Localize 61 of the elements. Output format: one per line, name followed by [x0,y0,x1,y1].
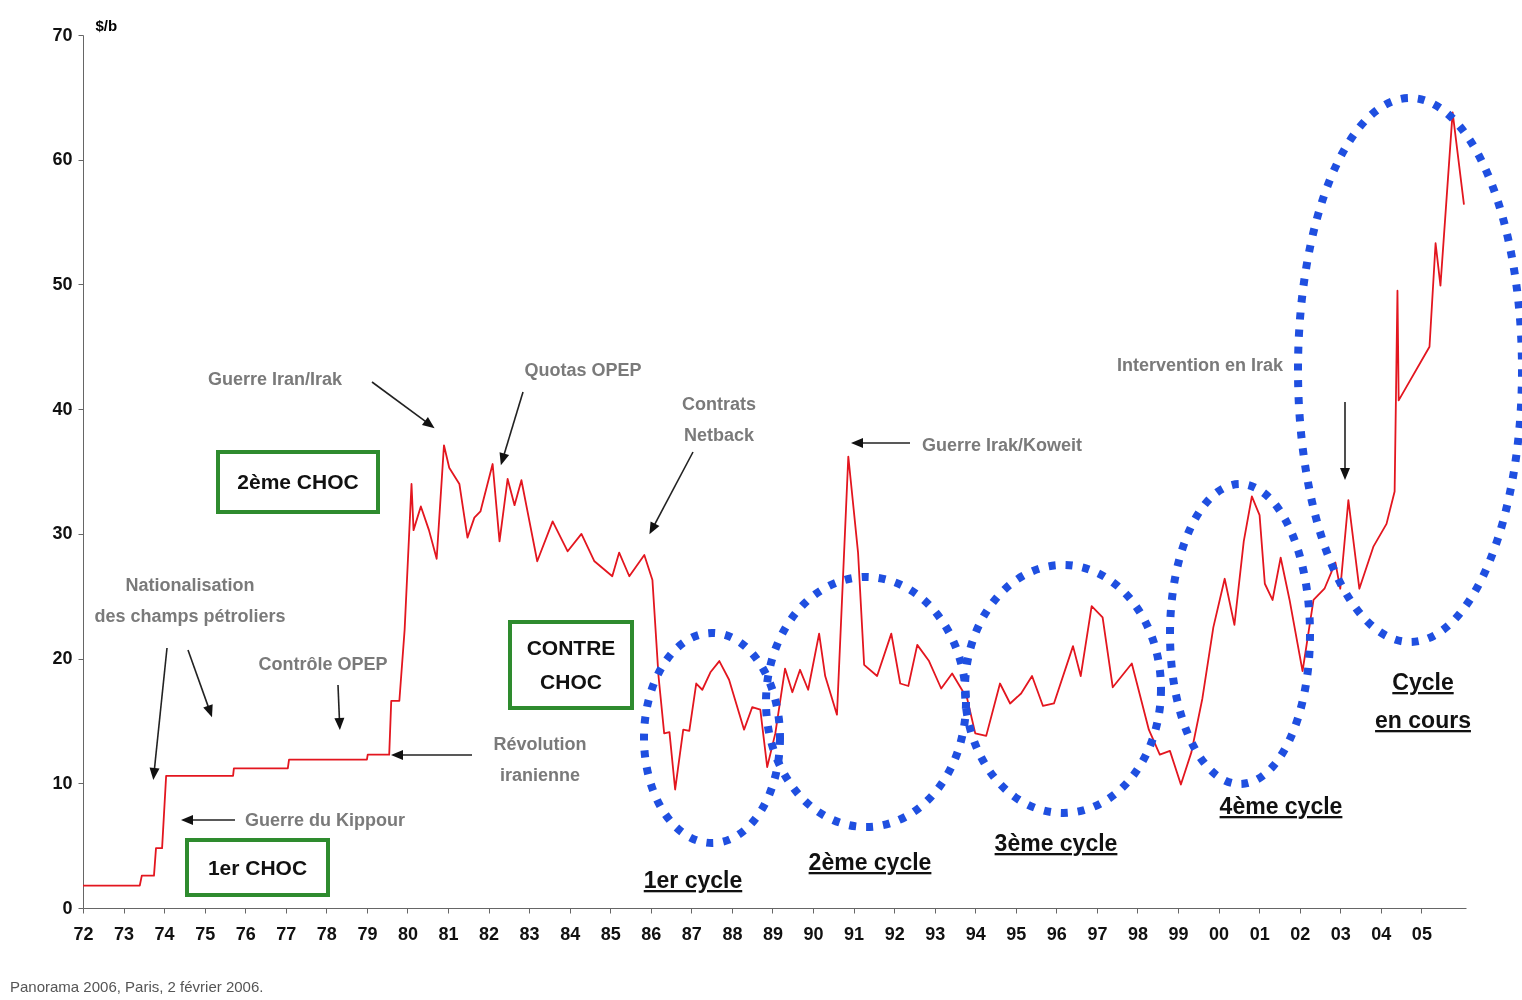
x-tick-label: 84 [560,923,581,944]
annotation: 1er cycle [643,867,743,893]
x-tick-label: 96 [1046,923,1067,944]
x-tick-label: 77 [276,923,297,944]
x-tick-label: 90 [803,923,824,944]
x-tick-label: 81 [438,923,459,944]
x-tick-label: 85 [600,923,621,944]
x-tick-label: 01 [1249,923,1270,944]
x-tick-label: 86 [641,923,662,944]
x-tick-label: 83 [519,923,540,944]
x-tick-label: 91 [844,923,865,944]
text: Panorama 2006, Paris, 2 février 2006. [10,978,264,995]
y-tick-label: 40 [52,398,73,419]
annotation: Guerre du Kippour [245,810,406,830]
annotation: CONTRE CHOC [526,636,616,693]
x-tick-label: 88 [722,923,743,944]
x-tick-label: 80 [397,923,418,944]
x-tick-label: 79 [357,923,378,944]
annotation: Nationalisation des champs pétroliers [94,575,286,626]
x-tick-label: 76 [235,923,256,944]
x-tick-label: 00 [1209,923,1230,944]
annotation: 3ème cycle [994,830,1118,856]
y-tick-label: 0 [62,897,73,918]
y-tick-label: 30 [52,523,73,544]
x-tick-label: 95 [1006,923,1027,944]
annotation: 4ème cycle [1219,793,1343,819]
annotation: Révolution iranienne [493,734,587,785]
annotation: Contrôle OPEP [258,654,388,674]
x-tick-label: 94 [965,923,986,944]
x-tick-label: 05 [1411,923,1432,944]
x-tick-label: 03 [1330,923,1351,944]
x-tick-label: 89 [762,923,783,944]
annotation: Intervention en Irak [1116,355,1285,375]
y-tick-label: 60 [52,149,73,170]
x-tick-label: 72 [73,923,94,944]
x-tick-label: 98 [1127,923,1148,944]
annotation: 2ème cycle [808,849,932,875]
x-tick-label: 78 [316,923,337,944]
y-tick-label: 20 [52,648,73,669]
x-tick-label: 04 [1371,923,1392,944]
annotation: Guerre Iran/Irak [207,369,344,389]
y-axis-title: $/b [95,16,118,34]
x-tick-label: 73 [114,923,135,944]
x-tick-label: 82 [479,923,500,944]
y-tick-label: 50 [52,273,73,294]
annotation: Guerre Irak/Koweit [922,435,1083,455]
y-tick-label: 70 [52,24,73,45]
x-tick-label: 74 [154,923,175,944]
annotation: Cycle en cours [1375,669,1471,733]
x-tick-label: 02 [1290,923,1311,944]
annotation: 2ème CHOC [237,470,359,493]
x-tick-label: 97 [1087,923,1108,944]
x-tick-label: 99 [1168,923,1189,944]
x-tick-label: 92 [884,923,905,944]
y-tick-label: 10 [52,772,73,793]
annotation: 1er CHOC [207,855,308,879]
x-tick-label: 87 [681,923,702,944]
x-tick-label: 93 [925,923,946,944]
x-tick-label: 75 [195,923,216,944]
annotation: Quotas OPEP [524,360,642,380]
annotation: Contrats Netback [681,394,757,445]
